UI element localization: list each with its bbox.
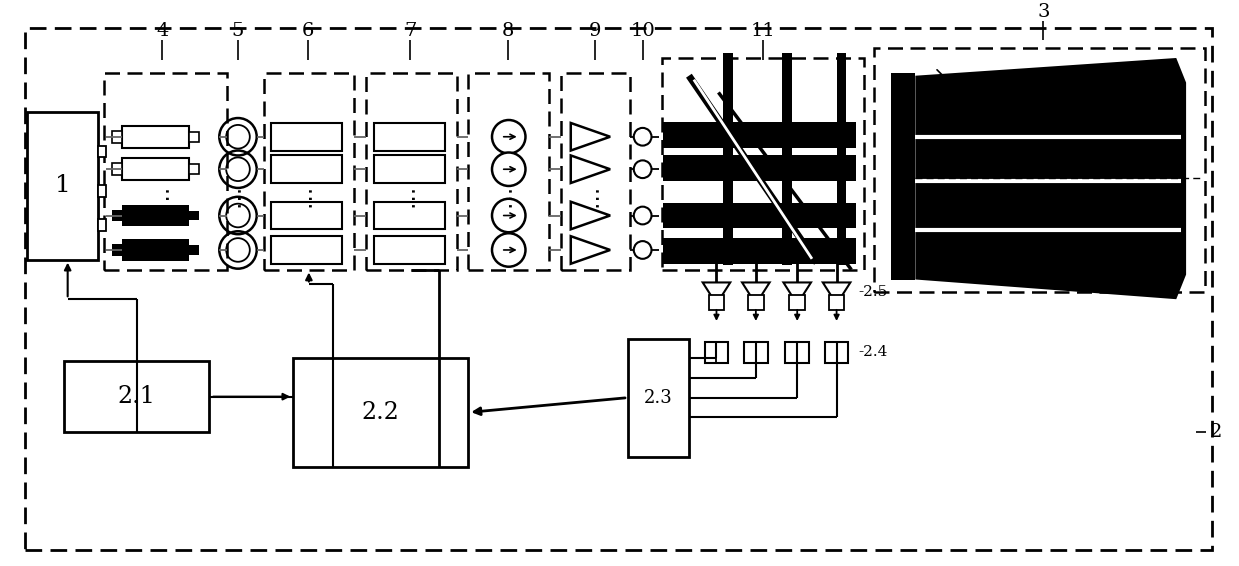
Polygon shape — [294, 358, 468, 466]
Polygon shape — [188, 245, 198, 255]
Polygon shape — [628, 338, 689, 457]
Polygon shape — [663, 122, 856, 148]
Polygon shape — [745, 341, 768, 363]
Polygon shape — [663, 156, 856, 181]
Polygon shape — [709, 295, 725, 310]
Polygon shape — [789, 295, 805, 310]
Text: ⋯: ⋯ — [401, 185, 421, 207]
Circle shape — [634, 241, 652, 259]
Text: 2: 2 — [1209, 423, 1222, 441]
Polygon shape — [374, 236, 445, 264]
Text: 2.3: 2.3 — [644, 389, 673, 406]
Polygon shape — [829, 295, 845, 310]
Polygon shape — [825, 341, 849, 363]
Text: -2.4: -2.4 — [859, 345, 887, 359]
Text: ⋯: ⋯ — [585, 185, 606, 207]
Polygon shape — [891, 73, 916, 280]
Polygon shape — [188, 164, 198, 174]
Text: ⋯: ⋯ — [299, 185, 318, 207]
Circle shape — [634, 128, 652, 145]
Text: 8: 8 — [502, 22, 514, 40]
Text: ⋯: ⋯ — [156, 185, 176, 207]
Text: 10: 10 — [631, 22, 655, 40]
Polygon shape — [98, 220, 107, 231]
Polygon shape — [112, 209, 121, 221]
Polygon shape — [783, 53, 792, 265]
Text: ⋯: ⋯ — [499, 185, 519, 207]
Polygon shape — [63, 361, 209, 432]
Text: 11: 11 — [751, 22, 776, 40]
Polygon shape — [271, 123, 342, 151]
Polygon shape — [786, 341, 809, 363]
Polygon shape — [748, 295, 763, 310]
Circle shape — [492, 152, 525, 186]
Text: 7: 7 — [404, 22, 416, 40]
Polygon shape — [374, 123, 445, 151]
Circle shape — [492, 120, 525, 153]
Text: 9: 9 — [589, 22, 602, 40]
Text: ⋯: ⋯ — [228, 185, 248, 207]
Circle shape — [634, 207, 652, 224]
Polygon shape — [121, 205, 188, 226]
Text: 6: 6 — [302, 22, 313, 40]
Polygon shape — [374, 156, 445, 183]
Polygon shape — [98, 145, 107, 157]
Circle shape — [492, 233, 525, 267]
Text: 2.1: 2.1 — [118, 385, 156, 408]
Polygon shape — [836, 53, 846, 265]
Polygon shape — [121, 126, 188, 148]
Polygon shape — [121, 239, 188, 261]
Polygon shape — [724, 53, 733, 265]
Polygon shape — [188, 132, 198, 142]
Text: 5: 5 — [232, 22, 244, 40]
Polygon shape — [112, 244, 121, 256]
Polygon shape — [271, 236, 342, 264]
Polygon shape — [188, 211, 198, 220]
Text: 1: 1 — [55, 174, 71, 198]
Polygon shape — [916, 58, 1186, 299]
Polygon shape — [271, 156, 342, 183]
Text: -2.5: -2.5 — [859, 285, 887, 299]
Polygon shape — [271, 201, 342, 229]
Polygon shape — [98, 185, 107, 197]
Polygon shape — [374, 201, 445, 229]
Polygon shape — [112, 131, 121, 143]
Text: 4: 4 — [156, 22, 169, 40]
Polygon shape — [663, 238, 856, 264]
Polygon shape — [121, 158, 188, 180]
Text: 2.2: 2.2 — [362, 401, 400, 424]
Text: 3: 3 — [1037, 3, 1049, 20]
Circle shape — [492, 199, 525, 232]
Polygon shape — [663, 203, 856, 228]
Polygon shape — [705, 341, 729, 363]
Circle shape — [634, 160, 652, 178]
Polygon shape — [112, 164, 121, 175]
